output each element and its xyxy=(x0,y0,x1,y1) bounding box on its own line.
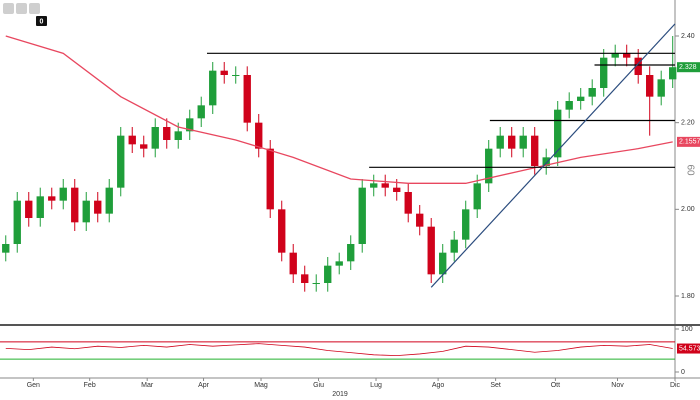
candle-body xyxy=(393,187,401,192)
candle-body xyxy=(289,252,297,275)
candle-body xyxy=(404,192,412,214)
candle-body xyxy=(82,200,90,223)
candle-body xyxy=(255,122,263,149)
x-tick-label: Apr xyxy=(198,382,210,389)
badge[interactable] xyxy=(36,16,47,26)
candle-body xyxy=(416,213,424,227)
candle-body xyxy=(128,135,136,145)
candle-body xyxy=(48,196,56,201)
candle-body xyxy=(324,265,332,283)
candle-body xyxy=(531,135,539,166)
candle-body xyxy=(577,96,585,101)
candle-body xyxy=(542,157,550,166)
x-tick-label: Set xyxy=(490,382,501,389)
candle-body xyxy=(439,252,447,275)
ma-label: 2.1557 xyxy=(679,139,700,146)
ma-label-box xyxy=(677,136,700,147)
candle-body xyxy=(197,105,205,119)
indicator-line xyxy=(5,343,673,357)
candle-body xyxy=(611,53,619,58)
x-tick-label: Lug xyxy=(370,382,382,389)
indicator-tick-label: 0 xyxy=(681,369,685,376)
candle-body xyxy=(347,244,355,262)
candle-body xyxy=(565,101,573,110)
indicator-label: 54.5737 xyxy=(679,345,700,352)
candle-body xyxy=(174,131,182,140)
x-group-label: 2019 xyxy=(332,391,348,398)
candle-body xyxy=(358,187,366,244)
candle-body xyxy=(163,127,171,140)
x-tick-label: Feb xyxy=(84,382,96,389)
candle-body xyxy=(140,144,148,149)
candle-body xyxy=(220,70,228,75)
y-tick-label: 1.80 xyxy=(681,293,695,300)
candle-body xyxy=(71,187,79,223)
candle-body xyxy=(462,209,470,240)
candle-body xyxy=(473,183,481,210)
candle-body xyxy=(588,88,596,97)
indicator-tick-label: 100 xyxy=(681,326,693,333)
candle-body xyxy=(209,70,217,106)
candle-body xyxy=(519,135,527,149)
y-tick-label: 2.00 xyxy=(681,206,695,213)
candle-body xyxy=(496,135,504,149)
x-tick-label: Gen xyxy=(27,382,40,389)
x-tick-label: Nov xyxy=(611,382,624,389)
candle-body xyxy=(600,57,608,88)
tool-button[interactable] xyxy=(3,3,14,14)
badge-text: 0 xyxy=(40,18,44,25)
candle-body xyxy=(450,239,458,253)
candle-body xyxy=(13,200,21,244)
tool-button[interactable] xyxy=(16,3,27,14)
x-tick-label: Dic xyxy=(670,382,681,389)
toolbar: 0 xyxy=(3,3,47,26)
x-tick-label: Ott xyxy=(551,382,560,389)
candle-body xyxy=(25,200,33,218)
price-label: 2.328 xyxy=(679,64,697,71)
indicator-label-box xyxy=(677,343,700,354)
candle-body xyxy=(36,196,44,218)
candle-body xyxy=(312,283,320,284)
candle-body xyxy=(105,187,113,214)
trendline xyxy=(430,23,676,288)
candle-body xyxy=(278,209,286,253)
candle-body xyxy=(266,148,274,210)
x-tick-label: Giu xyxy=(313,382,324,389)
x-tick-label: Mar xyxy=(141,382,154,389)
moving-average xyxy=(5,35,673,184)
candle-body xyxy=(634,57,642,75)
candle-body xyxy=(657,79,665,97)
candle-body xyxy=(335,261,343,266)
y-tick-label: 2.20 xyxy=(681,120,695,127)
candle-body xyxy=(59,187,67,201)
candle-body xyxy=(232,75,240,76)
x-tick-label: Mag xyxy=(254,382,268,389)
candle-body xyxy=(370,183,378,188)
candle-body xyxy=(151,127,159,149)
candle-body xyxy=(243,75,251,123)
candle-body xyxy=(485,148,493,184)
candle-body xyxy=(381,183,389,188)
candle-body xyxy=(2,244,10,253)
candle-body xyxy=(94,200,102,214)
candle-body xyxy=(186,118,194,132)
candle-body xyxy=(669,67,677,80)
tool-button[interactable] xyxy=(29,3,40,14)
price-label-box xyxy=(677,62,700,73)
candle-body xyxy=(646,75,654,97)
candle-body xyxy=(427,226,435,275)
candle-body xyxy=(117,135,125,188)
candle-body xyxy=(554,109,562,158)
candle-body xyxy=(301,274,309,283)
candle-body xyxy=(623,53,631,58)
y-tick-label: 2.40 xyxy=(681,33,695,40)
x-tick-label: Ago xyxy=(432,382,445,389)
side-label: 60 xyxy=(684,164,695,176)
candle-body xyxy=(508,135,516,149)
